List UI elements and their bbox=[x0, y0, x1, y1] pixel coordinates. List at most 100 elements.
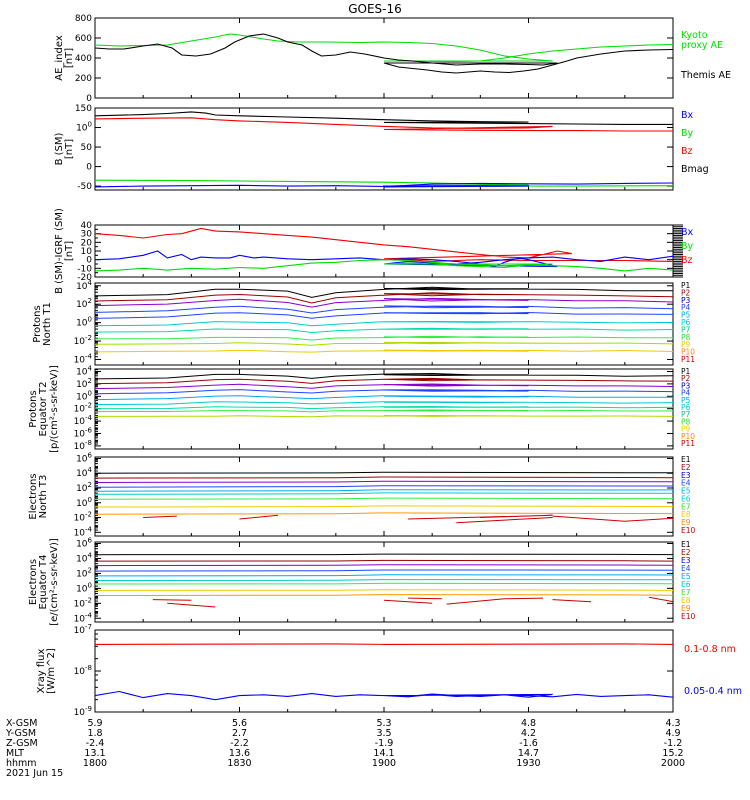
y-tick-label: 10-4 bbox=[74, 525, 93, 538]
series-line-p3 bbox=[95, 297, 673, 308]
x-row-value: 13.6 bbox=[229, 748, 250, 759]
panel-frame bbox=[94, 107, 674, 191]
series-line-p2 bbox=[95, 292, 673, 304]
panel-bsm: -50 0 50 100 150 B (SM) [nT] Bx By Bz Bmag bbox=[54, 104, 709, 192]
y-axis-label: B (SM) bbox=[54, 132, 65, 165]
scatter-segment bbox=[143, 515, 177, 518]
x-row-value: 3.5 bbox=[376, 728, 391, 739]
y-axis-label: [nT] bbox=[64, 241, 75, 261]
legend-entry: E8 bbox=[681, 596, 691, 605]
series-line-e1 bbox=[95, 471, 673, 474]
y-tick-label: 104 bbox=[76, 551, 92, 564]
series-line-kyoto-proxy-ae bbox=[95, 33, 673, 63]
y-tick-label: 0 bbox=[86, 94, 92, 104]
legend-entry: By bbox=[681, 128, 694, 139]
y-tick-label: 100 bbox=[76, 496, 92, 509]
legend-entry: P9 bbox=[681, 425, 691, 434]
plot-area bbox=[95, 111, 673, 188]
y-tick-label: 800 bbox=[75, 14, 92, 24]
scatter-segment bbox=[648, 596, 673, 603]
x-row-value: 1800 bbox=[83, 758, 107, 769]
scatter-segment bbox=[721, 598, 745, 600]
series-line-p7 bbox=[95, 327, 673, 334]
legend-entry: Bx bbox=[681, 110, 694, 121]
y-axis-label: [nT] bbox=[64, 48, 75, 68]
legend-entry: E4 bbox=[681, 564, 691, 573]
legend-entry: E3 bbox=[681, 556, 691, 565]
x-row-label: X-GSM bbox=[6, 718, 37, 729]
legend-entry: E5 bbox=[681, 487, 691, 496]
legend-entry: P10 bbox=[681, 432, 695, 441]
y-axis-label: AE_index bbox=[54, 35, 65, 81]
y-tick-label: 30 bbox=[81, 230, 93, 240]
y-tick-label: 10-8 bbox=[74, 664, 92, 677]
y-axis-label: Protons bbox=[28, 390, 39, 427]
x-row-value: 13.1 bbox=[84, 748, 105, 759]
legend-entry: E10 bbox=[681, 612, 696, 621]
y-tick-label: 104 bbox=[76, 364, 92, 377]
y-tick-label: -20 bbox=[77, 273, 92, 283]
x-row-value: 15.2 bbox=[662, 748, 683, 759]
y-tick-label: 10-2 bbox=[74, 334, 92, 347]
y-tick-label: 102 bbox=[76, 297, 92, 310]
series-line-0-1-0-8-nm bbox=[95, 643, 673, 645]
legend-entry: By bbox=[681, 241, 694, 252]
series-line-e6 bbox=[95, 579, 673, 581]
legend-entry: proxy AE bbox=[681, 40, 723, 51]
series-line-e9 bbox=[95, 512, 673, 515]
series-line-p4 bbox=[95, 305, 673, 314]
plot-area bbox=[95, 33, 673, 74]
y-tick-label: 100 bbox=[76, 316, 92, 329]
series-line-e9 bbox=[95, 594, 673, 596]
series-line-e3 bbox=[95, 480, 673, 483]
series-line-e8 bbox=[95, 505, 673, 508]
y-tick-label: 20 bbox=[81, 238, 93, 248]
legend-entry: P7 bbox=[681, 410, 691, 419]
legend-entry: P3 bbox=[681, 381, 691, 390]
scatter-segment bbox=[167, 602, 216, 608]
plot-area bbox=[95, 553, 745, 608]
legend-entry: E5 bbox=[681, 572, 691, 581]
legend-entry: P4 bbox=[681, 389, 691, 398]
y-tick-label: 10-9 bbox=[74, 705, 92, 718]
y-tick-label: 0 bbox=[86, 256, 92, 266]
legend-entry: E8 bbox=[681, 510, 691, 519]
plot-title: GOES-16 bbox=[348, 2, 402, 16]
scatter-segment bbox=[552, 515, 673, 522]
series-line-p5 bbox=[95, 395, 673, 401]
x-row-value: -1.9 bbox=[375, 738, 394, 749]
legend-entry: P4 bbox=[681, 303, 691, 312]
y-tick-label: 104 bbox=[76, 279, 92, 292]
y-tick-label: 10-2 bbox=[74, 402, 92, 415]
y-tick-label: 100 bbox=[76, 121, 92, 134]
panel-electrons_t4: 10-4 10-2 100 102 104 106 Electrons Equator T4[… bbox=[28, 536, 745, 625]
y-axis-label: [nT] bbox=[64, 139, 75, 159]
legend-entry: P11 bbox=[681, 439, 695, 448]
legend-entry: E6 bbox=[681, 494, 691, 503]
legend-entry: Bz bbox=[681, 146, 693, 157]
series-line-e8 bbox=[95, 589, 673, 591]
scatter-segment bbox=[408, 597, 442, 600]
series-line-p6 bbox=[95, 401, 673, 406]
y-tick-label: 10-6 bbox=[74, 426, 93, 439]
series-line-bmag bbox=[95, 111, 673, 127]
legend-entry: P6 bbox=[681, 403, 691, 412]
legend-entry: E7 bbox=[681, 588, 691, 597]
legend-entry: P9 bbox=[681, 340, 691, 349]
x-axis-info: X-GSM 5.9 5.6 5.3 4.8 4.3 Y-GSM 1.8 2.7 3.5 4.2 4.9… bbox=[5, 718, 685, 779]
x-row-label: Y-GSM bbox=[5, 728, 36, 739]
y-tick-label: 10-4 bbox=[74, 414, 93, 427]
series-line-bx bbox=[95, 250, 673, 268]
legend-entry: 0.05-0.4 nm bbox=[684, 686, 742, 697]
y-tick-label: 102 bbox=[76, 377, 92, 390]
legend-entry: P8 bbox=[681, 333, 691, 342]
y-tick-label: 10-7 bbox=[74, 623, 92, 636]
y-tick-label: 0 bbox=[86, 163, 92, 173]
legend-entry: E2 bbox=[681, 548, 691, 557]
x-row-label: Z-GSM bbox=[6, 738, 38, 749]
y-tick-label: 10-4 bbox=[74, 352, 93, 365]
y-tick-label: 10 bbox=[81, 247, 93, 257]
scatter-segment bbox=[383, 599, 433, 604]
